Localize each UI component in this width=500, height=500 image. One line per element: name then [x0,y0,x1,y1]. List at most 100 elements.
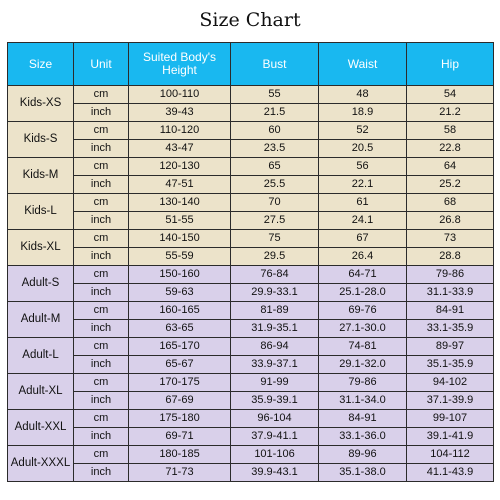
size-row: inch 39-43 21.5 18.9 21.2 [8,103,494,122]
hip-cell: 73 [406,229,494,248]
bust-cell: 25.5 [230,175,319,194]
height-cell: 71-73 [128,463,231,482]
size-row: inch 71-73 39.9-43.1 35.1-38.0 41.1-43.9 [8,463,494,482]
hip-cell: 33.1-35.9 [406,319,494,338]
bust-cell: 91-99 [230,373,319,392]
hip-cell: 31.1-33.9 [406,283,494,302]
waist-cell: 18.9 [318,103,407,122]
header-unit: Unit [73,42,129,86]
waist-cell: 22.1 [318,175,407,194]
hip-cell: 99-107 [406,409,494,428]
waist-cell: 48 [318,85,407,104]
size-row: inch 51-55 27.5 24.1 26.8 [8,211,494,230]
hip-cell: 68 [406,193,494,212]
waist-cell: 31.1-34.0 [318,391,407,410]
bust-cell: 101-106 [230,445,319,464]
bust-cell: 76-84 [230,265,319,284]
size-name-cell: Adult-XL [7,373,74,410]
waist-cell: 27.1-30.0 [318,319,407,338]
unit-cell: inch [73,319,129,338]
size-row: Adult-L cm 165-170 86-94 74-81 89-97 [7,337,494,374]
bust-cell: 39.9-43.1 [230,463,319,482]
waist-cell: 67 [318,229,407,248]
page-title: Size Chart [199,9,301,31]
height-cell: 150-160 [128,265,231,284]
height-cell: 100-110 [128,85,231,104]
size-name-cell: Kids-M [7,157,74,194]
waist-cell: 61 [318,193,407,212]
unit-cell: inch [73,355,129,374]
bust-cell: 81-89 [230,301,319,320]
hip-cell: 21.2 [406,103,494,122]
waist-cell: 20.5 [318,139,407,158]
height-cell: 65-67 [128,355,231,374]
bust-cell: 37.9-41.1 [230,427,319,446]
bust-cell: 27.5 [230,211,319,230]
size-row: inch 47-51 25.5 22.1 25.2 [8,175,494,194]
hip-cell: 35.1-35.9 [406,355,494,374]
bust-cell: 35.9-39.1 [230,391,319,410]
unit-cell: cm [73,373,129,392]
unit-cell: inch [73,247,129,266]
bust-cell: 75 [230,229,319,248]
waist-cell: 84-91 [318,409,407,428]
bust-cell: 23.5 [230,139,319,158]
unit-cell: cm [73,301,129,320]
bust-cell: 65 [230,157,319,176]
header-size: Size [7,42,74,86]
bust-cell: 33.9-37.1 [230,355,319,374]
size-row: inch 63-65 31.9-35.1 27.1-30.0 33.1-35.9 [8,319,494,338]
size-row: inch 65-67 33.9-37.1 29.1-32.0 35.1-35.9 [8,355,494,374]
header-hip: Hip [406,42,494,86]
size-row: Adult-XXXL cm 180-185 101-106 89-96 104-112 [7,445,494,482]
bust-cell: 96-104 [230,409,319,428]
bust-cell: 86-94 [230,337,319,356]
size-chart-table-wrap: Size Unit Suited Body's Height Bust Wais… [7,42,494,482]
hip-cell: 39.1-41.9 [406,427,494,446]
hip-cell: 79-86 [406,265,494,284]
size-row: Kids-S cm 110-120 60 52 58 [7,121,494,158]
header-height: Suited Body's Height [128,42,231,86]
waist-cell: 25.1-28.0 [318,283,407,302]
hip-cell: 54 [406,85,494,104]
waist-cell: 35.1-38.0 [318,463,407,482]
size-row: inch 67-69 35.9-39.1 31.1-34.0 37.1-39.9 [8,391,494,410]
unit-cell: cm [73,121,129,140]
waist-cell: 69-76 [318,301,407,320]
header-waist: Waist [318,42,407,86]
size-row: Adult-XXL cm 175-180 96-104 84-91 99-107 [7,409,494,446]
unit-cell: inch [73,283,129,302]
unit-cell: cm [73,193,129,212]
size-row: Kids-XL cm 140-150 75 67 73 [7,229,494,266]
size-row: inch 59-63 29.9-33.1 25.1-28.0 31.1-33.9 [8,283,494,302]
unit-cell: cm [73,409,129,428]
hip-cell: 89-97 [406,337,494,356]
size-row: inch 43-47 23.5 20.5 22.8 [8,139,494,158]
height-cell: 67-69 [128,391,231,410]
height-cell: 120-130 [128,157,231,176]
bust-cell: 70 [230,193,319,212]
hip-cell: 94-102 [406,373,494,392]
unit-cell: inch [73,463,129,482]
waist-cell: 52 [318,121,407,140]
waist-cell: 26.4 [318,247,407,266]
header-row: Size Unit Suited Body's Height Bust Wais… [7,42,494,86]
bust-cell: 29.9-33.1 [230,283,319,302]
waist-cell: 29.1-32.0 [318,355,407,374]
bust-cell: 31.9-35.1 [230,319,319,338]
waist-cell: 64-71 [318,265,407,284]
hip-cell: 64 [406,157,494,176]
height-cell: 110-120 [128,121,231,140]
waist-cell: 56 [318,157,407,176]
waist-cell: 79-86 [318,373,407,392]
unit-cell: inch [73,139,129,158]
unit-cell: cm [73,265,129,284]
size-name-cell: Kids-XL [7,229,74,266]
size-name-cell: Adult-XXL [7,409,74,446]
hip-cell: 41.1-43.9 [406,463,494,482]
bust-cell: 21.5 [230,103,319,122]
waist-cell: 89-96 [318,445,407,464]
height-cell: 55-59 [128,247,231,266]
size-name-cell: Adult-L [7,337,74,374]
size-row: Adult-S cm 150-160 76-84 64-71 79-86 [7,265,494,302]
